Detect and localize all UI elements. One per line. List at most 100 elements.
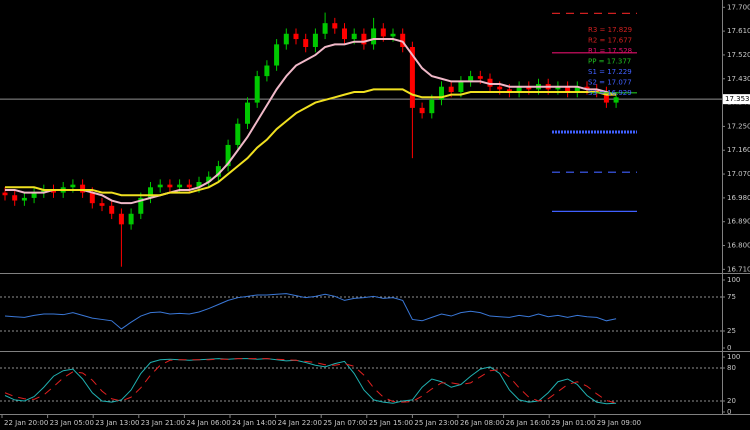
y-tick-label: 20: [727, 397, 736, 405]
candle-body: [497, 86, 503, 90]
candle-body: [254, 76, 260, 103]
candle-body: [526, 86, 532, 90]
candle-body: [274, 44, 280, 66]
y-tick-label: 17.700: [727, 3, 750, 11]
candle-body: [186, 184, 192, 188]
candle-body: [603, 92, 609, 103]
candle-body: [351, 33, 357, 40]
candle-body: [565, 86, 571, 92]
candle-body: [361, 33, 367, 45]
candle-body: [157, 184, 163, 188]
candle-body: [380, 28, 386, 37]
candle-body: [12, 195, 18, 201]
y-tick-label: 80: [727, 364, 736, 372]
current-price-label: 17.353: [725, 95, 750, 103]
x-tick-label: 25 Jan 15:00: [369, 419, 413, 427]
candle-body: [225, 144, 231, 167]
candle-body: [332, 23, 338, 29]
candle-body: [2, 192, 8, 196]
candle-body: [167, 184, 173, 188]
x-tick-label: 24 Jan 22:00: [278, 419, 322, 427]
candle-body: [487, 78, 493, 87]
x-tick-label: 24 Jan 06:00: [186, 419, 230, 427]
candle-body: [555, 86, 561, 90]
candle-body: [594, 89, 600, 92]
y-tick-label: 0: [727, 344, 731, 352]
y-tick-label: 0: [727, 408, 731, 416]
y-tick-label: 16.800: [727, 242, 750, 250]
price-plot: [0, 12, 722, 267]
candle-body: [206, 176, 212, 182]
candle-body: [196, 182, 202, 188]
y-tick-label: 17.430: [727, 75, 750, 83]
candle-body: [118, 213, 124, 225]
candle-body: [409, 47, 415, 108]
candle-body: [99, 203, 105, 206]
candle-body: [128, 213, 134, 225]
candle-body: [584, 86, 590, 90]
indicator-line: [4, 358, 617, 404]
candle-body: [293, 33, 299, 40]
pivot-label: S2 = 17.077: [588, 79, 632, 87]
y-tick-label: 17.160: [727, 146, 750, 154]
candle-body: [458, 81, 464, 92]
y-tick-label: 17.070: [727, 170, 750, 178]
y-tick-label: 17.520: [727, 51, 750, 59]
candle-body: [245, 102, 250, 124]
candle-body: [109, 205, 115, 214]
x-tick-label: 26 Jan 08:00: [460, 419, 504, 427]
y-tick-label: 16.890: [727, 218, 750, 226]
y-tick-label: 16.710: [727, 265, 750, 273]
y-tick-label: 25: [727, 327, 736, 335]
candle-body: [506, 89, 512, 92]
candle-body: [283, 33, 289, 45]
candle-body: [322, 23, 328, 34]
pivot-label: R1 = 17.528: [588, 47, 632, 55]
candle-body: [70, 184, 76, 188]
y-tick-label: 17.250: [727, 122, 750, 130]
candle-body: [613, 97, 619, 103]
indicator-line: [5, 88, 617, 197]
candle-body: [419, 107, 425, 114]
x-tick-label: 26 Jan 16:00: [506, 419, 550, 427]
candle-body: [148, 187, 153, 198]
candle-body: [516, 86, 522, 92]
x-tick-label: 22 Jan 20:00: [4, 419, 48, 427]
pivot-label: S1 = 17.229: [588, 68, 632, 76]
candle-body: [264, 65, 270, 77]
pivot-label: PP = 17.377: [588, 58, 631, 66]
candle-body: [215, 166, 221, 177]
y-tick-label: 17.610: [727, 27, 750, 35]
candle-body: [400, 33, 406, 47]
candle-body: [80, 184, 86, 193]
pivot-label: S3 = 16.929: [588, 89, 632, 97]
y-tick-label: 100: [727, 276, 740, 284]
current-price-box: [723, 94, 750, 105]
indicator-line: [5, 38, 617, 205]
x-tick-label: 23 Jan 13:00: [95, 419, 139, 427]
candle-body: [477, 76, 483, 79]
x-tick-label: 25 Jan 07:00: [323, 419, 367, 427]
x-tick-label: 29 Jan 09:00: [597, 419, 641, 427]
candle-body: [371, 28, 377, 45]
candle-body: [342, 28, 347, 40]
candle-body: [41, 189, 47, 193]
pivot-label: R3 = 17.829: [588, 26, 632, 34]
candle-body: [138, 197, 144, 214]
candle-body: [31, 192, 37, 198]
candle-body: [429, 99, 435, 114]
y-tick-label: 75: [727, 293, 736, 301]
y-tick-label: 100: [727, 353, 740, 361]
x-tick-label: 24 Jan 14:00: [232, 419, 276, 427]
indicator-line: [4, 358, 617, 405]
candle-body: [21, 197, 27, 201]
candle-body: [235, 123, 241, 145]
candle-body: [468, 76, 474, 82]
candle-body: [448, 86, 454, 92]
indicator-line: [4, 293, 617, 330]
candle-body: [89, 192, 95, 204]
candle-body: [390, 33, 396, 37]
